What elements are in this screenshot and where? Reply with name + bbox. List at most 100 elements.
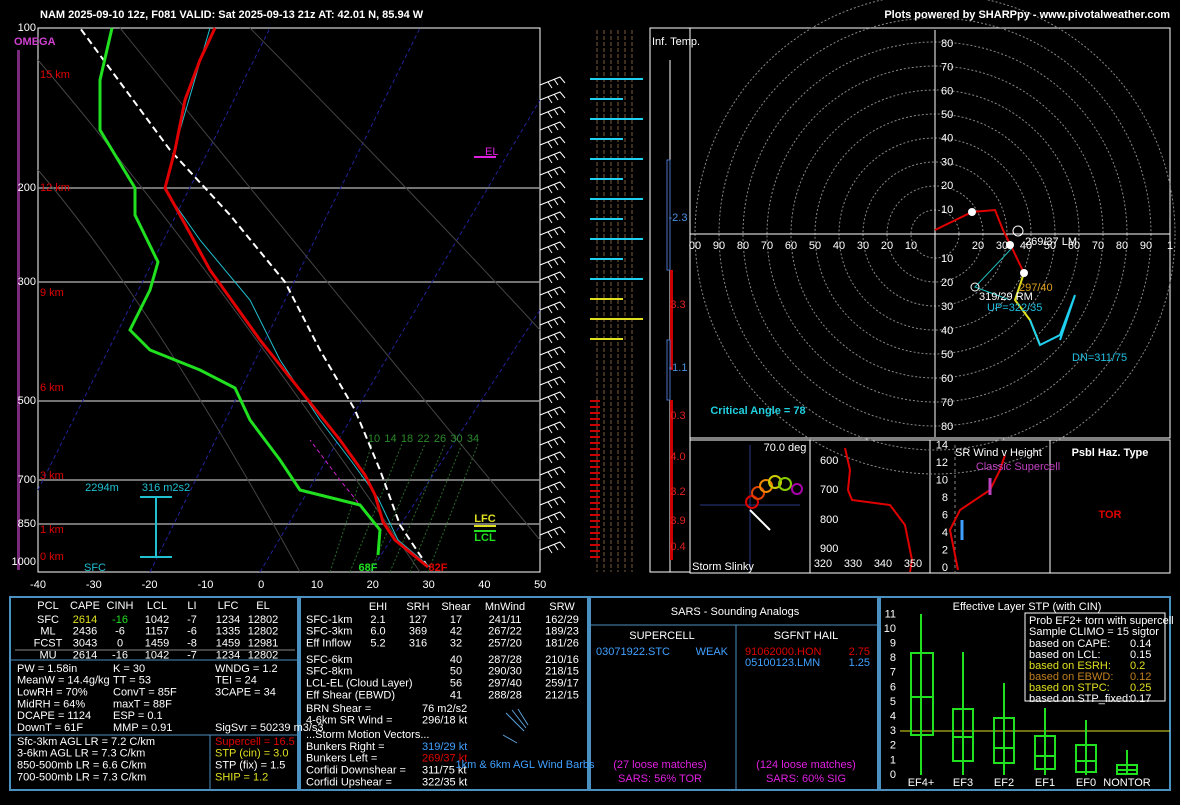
wind-barb bbox=[539, 391, 566, 404]
wind-barb bbox=[539, 451, 566, 464]
label: 50 bbox=[450, 666, 462, 678]
label: based on ESRH: bbox=[1029, 660, 1111, 672]
temp-label: -40 bbox=[30, 579, 46, 591]
table-cell: -6 bbox=[115, 626, 125, 638]
label: 269/37 LM bbox=[1025, 236, 1077, 248]
label: SR Wind v Height bbox=[955, 447, 1042, 459]
label: STP (cin) = 3.0 bbox=[215, 748, 288, 760]
label: 40 bbox=[450, 654, 462, 666]
label: ConvT = 85F bbox=[113, 687, 177, 699]
label: 2294m bbox=[85, 482, 119, 494]
label: DCAPE = 1124 bbox=[17, 710, 91, 722]
wind-barb bbox=[539, 301, 566, 314]
label: 82F bbox=[429, 562, 448, 574]
stp-tick: 7 bbox=[890, 667, 896, 679]
temp-label: -30 bbox=[86, 579, 102, 591]
credit: Plots powered by SHARPpy - www.pivotalwe… bbox=[884, 9, 1170, 21]
label: 257/20 bbox=[488, 638, 522, 650]
height-label: 3 km bbox=[40, 470, 64, 482]
label: 6.0 bbox=[370, 626, 385, 638]
table-cell: 1335 bbox=[216, 626, 240, 638]
label: 162/29 bbox=[545, 614, 579, 626]
label: TOR bbox=[1098, 509, 1121, 521]
sr-bar bbox=[590, 298, 623, 300]
table-cell: SFC bbox=[37, 614, 59, 626]
label: 17 bbox=[450, 614, 462, 626]
sr-bar bbox=[590, 178, 623, 180]
table-cell: 1234 bbox=[216, 649, 240, 661]
label: 5.2 bbox=[370, 638, 385, 650]
label: 218/15 bbox=[545, 666, 579, 678]
label: 2.1 bbox=[370, 614, 385, 626]
stp-tick: EF0 bbox=[1076, 777, 1096, 789]
label: 3.2 bbox=[670, 486, 685, 498]
sr-bar bbox=[590, 138, 623, 140]
srw-tick: 4 bbox=[942, 527, 948, 539]
label: based on STP_fixed: bbox=[1029, 693, 1131, 705]
label: 56 bbox=[450, 678, 462, 690]
label: Storm Slinky bbox=[692, 561, 754, 573]
pressure-label: 300 bbox=[18, 276, 36, 288]
label: UP=322/35 bbox=[987, 302, 1042, 314]
stp-tick: 5 bbox=[890, 696, 896, 708]
label: SigSvr = 50239 m3/s3 bbox=[215, 722, 324, 734]
label: Prob EF2+ torn with supercell bbox=[1029, 615, 1174, 627]
wind-barb bbox=[539, 91, 566, 104]
hodo-tick: 70 bbox=[761, 240, 773, 252]
label: 91062000.HON bbox=[745, 646, 821, 658]
label: 0.12 bbox=[1130, 671, 1151, 683]
table-cell: 3043 bbox=[73, 638, 97, 650]
label: DN=311/75 bbox=[1072, 352, 1127, 364]
label: 32 bbox=[450, 638, 462, 650]
label: MMP = 0.91 bbox=[113, 722, 172, 734]
sr-bar bbox=[590, 318, 643, 320]
label: 4.0 bbox=[670, 451, 685, 463]
sr-bar bbox=[590, 278, 643, 280]
height-label: 12 km bbox=[40, 182, 70, 194]
table-cell: -8 bbox=[187, 638, 197, 650]
table-cell: 1042 bbox=[145, 649, 169, 661]
hodo-tick: 90 bbox=[713, 240, 725, 252]
label: 68F bbox=[359, 562, 378, 574]
label: Eff Shear (EBWD) bbox=[306, 689, 395, 701]
pressure-label: 850 bbox=[18, 518, 36, 530]
temp-label: 20 bbox=[367, 579, 379, 591]
stp-tick: EF2 bbox=[994, 777, 1014, 789]
label: SARS: 56% TOR bbox=[618, 773, 702, 785]
table-cell: -16 bbox=[112, 614, 128, 626]
hodo-tick: 60 bbox=[941, 85, 953, 97]
label: SARS: 60% SIG bbox=[766, 773, 846, 785]
label: Psbl Haz. Type bbox=[1072, 447, 1149, 459]
sr-bar bbox=[590, 78, 643, 80]
srw-tick: 12 bbox=[936, 457, 948, 469]
label: 319/29 kt bbox=[422, 741, 467, 753]
stp-tick: 1 bbox=[890, 754, 896, 766]
label: SFC-8km bbox=[306, 666, 352, 678]
panel-title: Effective Layer STP (with CIN) bbox=[953, 601, 1102, 613]
table-header: LFC bbox=[218, 600, 239, 612]
table-cell: FCST bbox=[34, 638, 63, 650]
table-cell: 1459 bbox=[216, 638, 240, 650]
label: DownT = 61F bbox=[17, 722, 83, 734]
hodo-tick: 20 bbox=[881, 240, 893, 252]
pressure-label: 100 bbox=[18, 22, 36, 34]
theta-tick: 320 bbox=[814, 558, 832, 570]
sr-bar bbox=[590, 442, 600, 444]
table-header: CAPE bbox=[70, 600, 100, 612]
wind-barb bbox=[539, 406, 566, 419]
label: TT = 53 bbox=[113, 675, 151, 687]
wind-barb bbox=[539, 166, 566, 179]
table-cell: -7 bbox=[187, 649, 197, 661]
table-cell: 12981 bbox=[248, 638, 279, 650]
label: 296/18 kt bbox=[422, 715, 467, 727]
pressure-label: 200 bbox=[18, 182, 36, 194]
label: 288/28 bbox=[488, 689, 522, 701]
sr-bar bbox=[590, 502, 600, 504]
hodo-tick: 30 bbox=[857, 240, 869, 252]
label: Bunkers Right = bbox=[306, 741, 385, 753]
hodo-tick: 80 bbox=[1116, 240, 1128, 252]
label: EL bbox=[485, 146, 498, 158]
wind-barb bbox=[539, 481, 566, 494]
label: 70.0 deg bbox=[764, 442, 807, 454]
label: SFC bbox=[84, 562, 106, 574]
